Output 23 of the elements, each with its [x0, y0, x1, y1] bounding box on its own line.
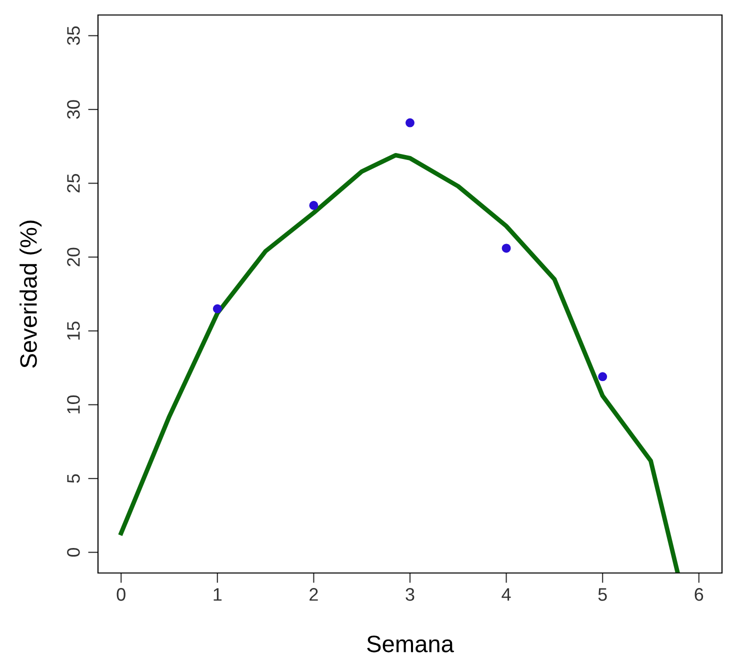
- x-tick-label: 5: [598, 588, 607, 601]
- x-tick-label: 3: [406, 588, 414, 601]
- point: [212, 304, 222, 314]
- y-tick-label: 25: [67, 174, 80, 192]
- x-tick-label: 2: [310, 588, 318, 601]
- y-tick-label: 15: [67, 322, 80, 340]
- x-axis-title: Semana: [367, 636, 454, 652]
- point: [406, 118, 414, 128]
- line-series: [118, 153, 680, 573]
- y-tick-label: 20: [67, 248, 80, 266]
- y-tick-label: 30: [67, 100, 80, 119]
- point: [502, 244, 511, 253]
- y-tick-label: 35: [67, 26, 80, 46]
- y-tick-label: 0: [67, 548, 80, 557]
- x-tick-label: 0: [116, 588, 126, 601]
- y-axis-title: Severidad (%): [20, 220, 42, 368]
- x-tick-label: 4: [502, 588, 511, 601]
- x-tick-label: 6: [694, 588, 704, 601]
- point: [309, 200, 318, 210]
- x-tick-label: 1: [214, 588, 222, 601]
- point: [598, 372, 608, 382]
- y-tick-label: 5: [67, 474, 80, 483]
- y-tick-label: 10: [67, 395, 80, 414]
